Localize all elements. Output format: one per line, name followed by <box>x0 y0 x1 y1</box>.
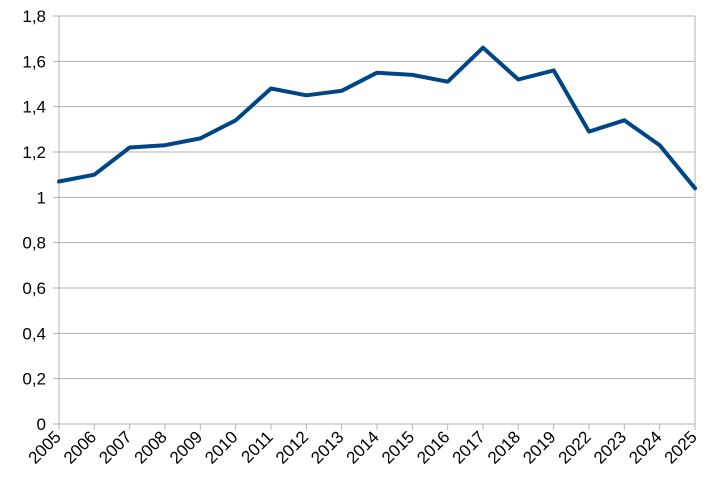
x-tick-label: 2023 <box>590 427 630 467</box>
x-tick-label: 2014 <box>343 427 383 467</box>
x-tick-label: 2012 <box>272 427 312 467</box>
series-layer <box>57 45 697 191</box>
y-tick-label: 1,4 <box>22 98 46 117</box>
axes <box>58 16 696 430</box>
x-tick-label: 2008 <box>131 427 171 467</box>
y-tick-label: 0,6 <box>22 279 46 298</box>
x-tick-label: 2019 <box>519 427 559 467</box>
x-tick-label: 2017 <box>449 427 489 467</box>
x-tick-label: 2025 <box>661 427 701 467</box>
y-tick-label: 0,4 <box>22 324 46 343</box>
x-tick-label: 2011 <box>238 427 277 466</box>
y-tick-label: 0,8 <box>22 234 46 253</box>
y-tick-label: 1 <box>37 188 46 207</box>
y-tick-label: 1,8 <box>22 7 46 26</box>
x-tick-label: 2022 <box>555 427 595 467</box>
y-tick-label: 1,6 <box>22 52 46 71</box>
x-tick-label: 2007 <box>95 427 135 467</box>
x-tick-label: 2018 <box>484 427 524 467</box>
series-line <box>57 45 697 191</box>
x-axis-tick-labels: 2005200620072008200920102011201220132014… <box>25 427 701 467</box>
grid <box>53 15 695 425</box>
x-tick-label: 2010 <box>201 427 241 467</box>
x-tick-label: 2016 <box>413 427 453 467</box>
x-tick-label: 2013 <box>307 427 347 467</box>
x-tick-label: 2005 <box>25 427 65 467</box>
y-tick-label: 0 <box>37 415 46 434</box>
x-tick-label: 2024 <box>625 427 665 467</box>
y-tick-label: 0,2 <box>22 370 46 389</box>
x-tick-label: 2006 <box>60 427 100 467</box>
x-tick-label: 2015 <box>378 427 418 467</box>
y-tick-label: 1,2 <box>22 143 46 162</box>
x-tick-label: 2009 <box>166 427 206 467</box>
y-axis-tick-labels: 0 0,2 0,4 0,6 0,8 1 1,2 1,4 1,6 1,8 <box>22 7 46 434</box>
